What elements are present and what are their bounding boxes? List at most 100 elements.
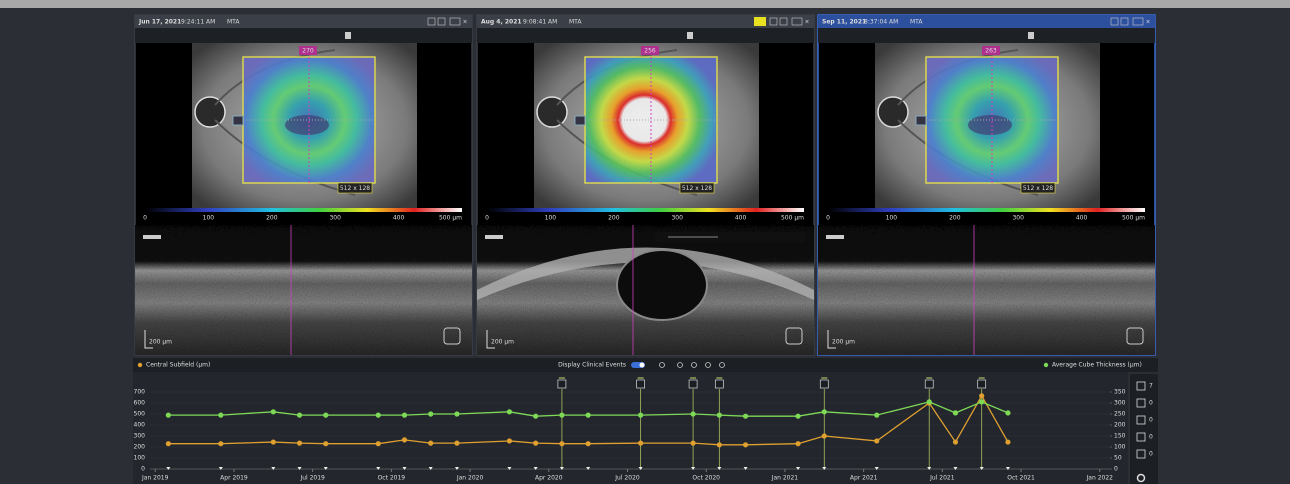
data-point[interactable] <box>218 441 224 447</box>
data-point[interactable] <box>165 412 171 418</box>
data-point[interactable] <box>428 411 434 417</box>
data-point[interactable] <box>821 433 827 439</box>
event-icon[interactable] <box>819 379 829 389</box>
data-point[interactable] <box>1005 410 1011 416</box>
tool-icon[interactable] <box>1136 432 1146 442</box>
header-button[interactable] <box>1132 17 1144 26</box>
data-point[interactable] <box>979 393 985 399</box>
settings-icon[interactable] <box>1136 473 1146 483</box>
data-point[interactable] <box>795 441 801 447</box>
color-scale <box>487 208 804 212</box>
data-point[interactable] <box>506 409 513 415</box>
data-point[interactable] <box>952 439 959 445</box>
tool-icon[interactable] <box>1136 381 1146 391</box>
value-tag <box>299 46 317 55</box>
report-icon[interactable] <box>687 32 693 39</box>
visit-marker <box>691 467 696 470</box>
header-button[interactable] <box>779 17 788 26</box>
legend-label[interactable]: Central Subfield (µm) <box>146 362 210 369</box>
data-point[interactable] <box>638 440 644 446</box>
data-point[interactable] <box>533 440 539 446</box>
expand-button[interactable] <box>1126 327 1144 345</box>
report-icon[interactable] <box>1028 32 1034 39</box>
center-value: 270 <box>302 48 314 55</box>
data-point[interactable] <box>716 442 722 448</box>
data-point[interactable] <box>874 438 880 444</box>
tool-icon[interactable] <box>1136 398 1146 408</box>
data-point[interactable] <box>690 411 696 417</box>
header-button[interactable] <box>449 17 461 26</box>
data-point[interactable] <box>401 412 408 418</box>
header-button[interactable] <box>1110 17 1119 26</box>
data-point[interactable] <box>270 439 276 445</box>
nav-button[interactable] <box>659 362 665 368</box>
event-icon[interactable] <box>714 379 724 389</box>
data-point[interactable] <box>585 412 591 418</box>
nav-button[interactable] <box>719 362 725 368</box>
data-point[interactable] <box>375 412 381 418</box>
data-point[interactable] <box>585 441 591 447</box>
data-point[interactable] <box>375 441 381 447</box>
data-point[interactable] <box>559 412 565 418</box>
visit-marker <box>507 467 512 470</box>
event-icon[interactable] <box>688 379 698 389</box>
event-icon[interactable] <box>924 379 934 389</box>
data-point[interactable] <box>742 442 749 448</box>
data-point[interactable] <box>454 411 460 417</box>
event-icon[interactable] <box>636 379 645 389</box>
nav-button[interactable] <box>677 362 683 368</box>
header-button[interactable] <box>769 17 778 26</box>
data-point[interactable] <box>1005 439 1011 445</box>
close-button[interactable]: × <box>804 19 809 26</box>
data-point[interactable] <box>454 440 460 446</box>
data-point[interactable] <box>218 412 224 418</box>
scan-date: Aug 4, 2021 <box>481 19 522 26</box>
data-point[interactable] <box>638 412 644 418</box>
map-center <box>968 115 1012 135</box>
scale-bar <box>144 330 153 349</box>
data-point[interactable] <box>821 409 827 415</box>
header-button[interactable] <box>437 17 446 26</box>
nav-button[interactable] <box>705 362 711 368</box>
data-point[interactable] <box>979 399 985 405</box>
data-point[interactable] <box>742 413 749 419</box>
report-icon[interactable] <box>345 32 351 39</box>
value-tag <box>641 46 659 55</box>
data-point[interactable] <box>559 441 565 447</box>
header-button[interactable] <box>427 17 436 26</box>
data-point[interactable] <box>716 412 722 418</box>
tool-icon[interactable] <box>1136 449 1146 459</box>
legend-label[interactable]: Average Cube Thickness (µm) <box>1052 362 1142 369</box>
y2-tick-label: 150 <box>1114 433 1126 440</box>
data-point[interactable] <box>323 441 329 447</box>
scale-label: 200 <box>949 215 961 222</box>
event-icon[interactable] <box>557 379 567 389</box>
data-point[interactable] <box>323 412 329 418</box>
close-button[interactable]: × <box>462 19 467 26</box>
data-point[interactable] <box>690 440 696 446</box>
data-point[interactable] <box>401 437 408 443</box>
data-point[interactable] <box>874 412 880 418</box>
data-point[interactable] <box>270 409 276 415</box>
tool-icon[interactable] <box>1136 415 1146 425</box>
expand-button[interactable] <box>443 327 461 345</box>
scale-label: 500 µm <box>439 215 462 222</box>
data-point[interactable] <box>165 441 171 447</box>
data-point[interactable] <box>952 410 959 416</box>
header-button[interactable] <box>1120 17 1129 26</box>
center-value: 263 <box>985 48 997 55</box>
expand-button[interactable] <box>785 327 803 345</box>
data-point[interactable] <box>795 413 801 419</box>
data-point[interactable] <box>506 438 513 444</box>
center-value: 256 <box>644 48 656 55</box>
data-point[interactable] <box>296 412 303 418</box>
nav-button[interactable] <box>691 362 697 368</box>
data-point[interactable] <box>428 440 434 446</box>
close-button[interactable]: × <box>1145 19 1150 26</box>
optic-disc <box>877 96 909 128</box>
data-point[interactable] <box>926 399 932 405</box>
data-point[interactable] <box>533 413 539 419</box>
event-icon[interactable] <box>977 379 987 389</box>
header-button[interactable] <box>791 17 803 26</box>
data-point[interactable] <box>296 440 303 446</box>
